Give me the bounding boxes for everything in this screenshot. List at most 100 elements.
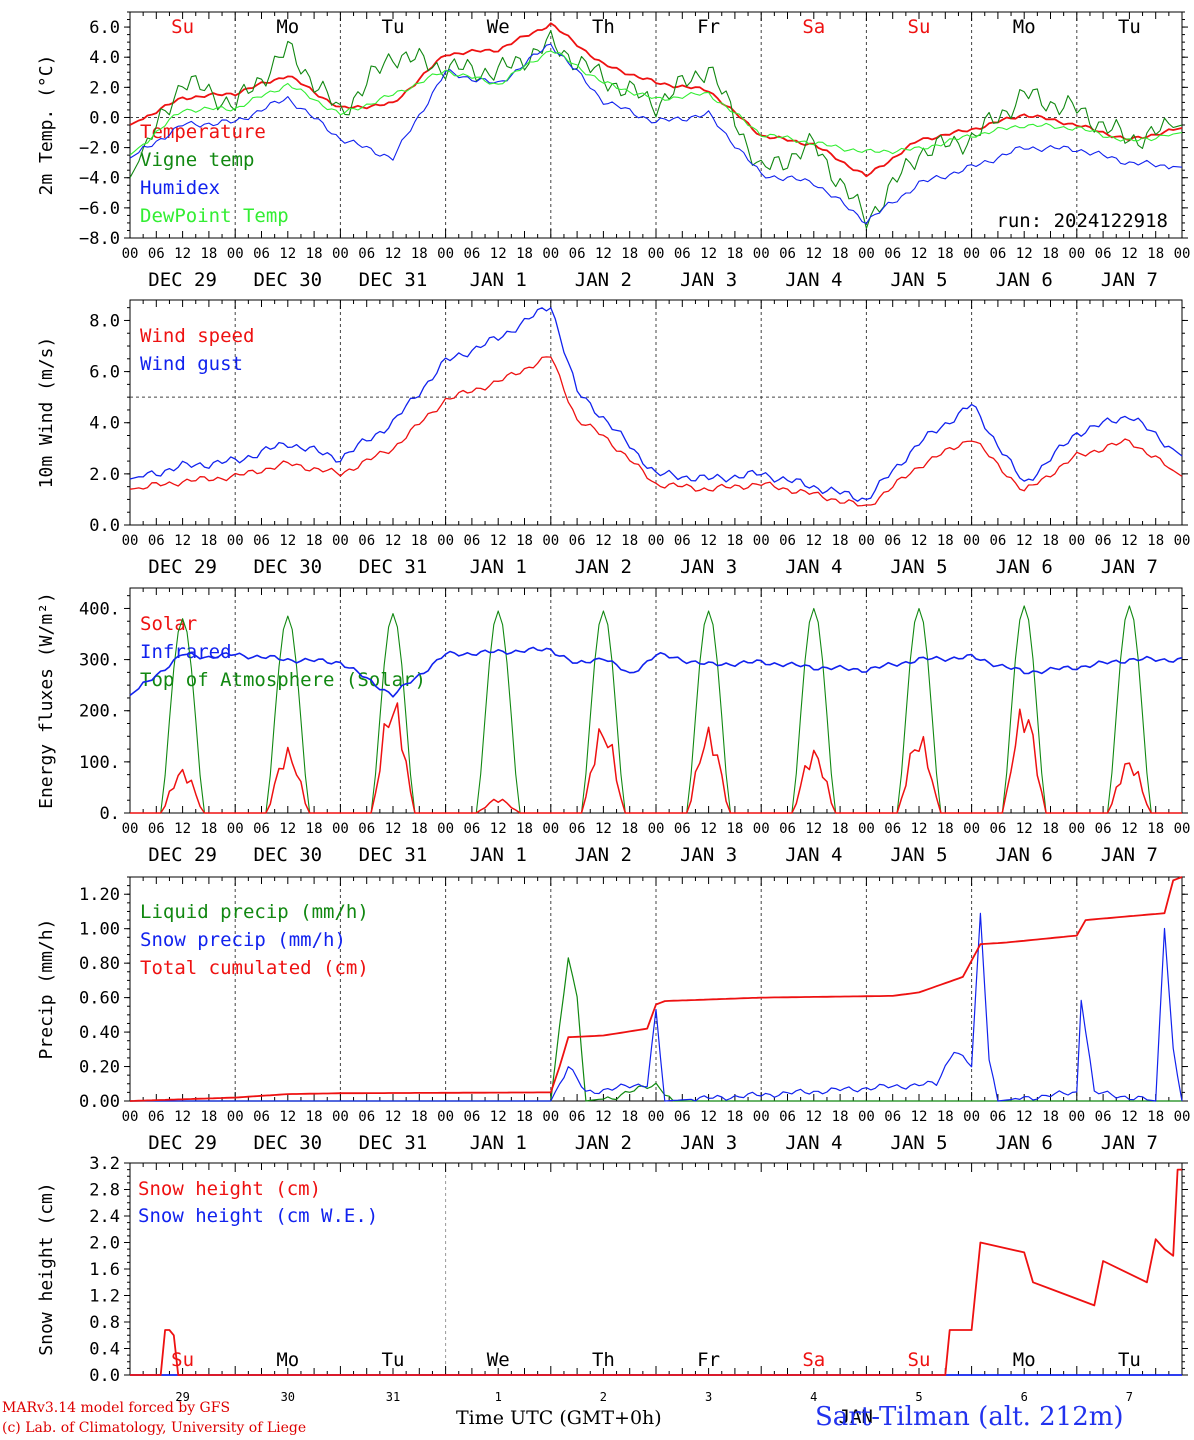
day-label: DEC 30	[253, 269, 322, 291]
hour-label: 06	[1095, 1109, 1112, 1125]
hour-label: 00	[227, 246, 244, 262]
weekday-label: Fr	[697, 16, 720, 38]
hour-label: 00	[753, 246, 770, 262]
hour-label: 12	[911, 821, 928, 837]
hour-label: 00	[332, 1109, 349, 1125]
hour-label: 06	[569, 246, 586, 262]
hour-label: 00	[858, 1109, 875, 1125]
series-line	[129, 50, 1183, 156]
infrared-line	[129, 646, 1183, 698]
hour-label: 00	[227, 821, 244, 837]
y-tick-label: 200.	[79, 702, 120, 722]
day-number-label: 7	[1126, 1390, 1133, 1404]
weekday-label: Su	[908, 1349, 931, 1371]
day-label: DEC 29	[148, 269, 217, 291]
day-label: JAN 2	[575, 1132, 632, 1154]
day-label: JAN 5	[890, 1132, 947, 1154]
weekday-label: Mo	[276, 16, 299, 38]
hour-label: 18	[200, 821, 217, 837]
hour-label: 06	[884, 1109, 901, 1125]
day-label: JAN 2	[575, 269, 632, 291]
y-axis-label: Snow height (cm)	[36, 1182, 57, 1355]
hour-label: 18	[621, 821, 638, 837]
y-tick-label: 1.6	[89, 1260, 120, 1280]
y-tick-label: −2.0	[79, 139, 120, 159]
lab-credit: (c) Lab. of Climatology, University of L…	[2, 1420, 307, 1436]
hour-label: 06	[1095, 533, 1112, 549]
hour-label: 18	[411, 246, 428, 262]
hour-label: 06	[884, 246, 901, 262]
hour-label: 12	[805, 246, 822, 262]
hour-label: 12	[700, 246, 717, 262]
hour-label: 00	[1174, 246, 1191, 262]
hour-label: 00	[963, 246, 980, 262]
day-label: JAN 6	[996, 844, 1053, 866]
hour-label: 12	[279, 821, 296, 837]
day-number-label: 6	[1021, 1390, 1028, 1404]
weekday-label: Su	[908, 16, 931, 38]
hour-label: 18	[411, 533, 428, 549]
hour-label: 12	[385, 246, 402, 262]
legend-entry: DewPoint Temp	[140, 205, 289, 227]
day-label: DEC 31	[359, 269, 428, 291]
day-label: DEC 29	[148, 844, 217, 866]
y-tick-label: 100.	[79, 753, 120, 773]
hour-label: 00	[542, 246, 559, 262]
hour-label: 18	[1147, 533, 1164, 549]
hour-label: 18	[726, 246, 743, 262]
day-label: JAN 4	[785, 1132, 842, 1154]
y-tick-label: 4.0	[89, 48, 120, 68]
hour-label: 12	[174, 821, 191, 837]
time-axis-title: Time UTC (GMT+0h)	[456, 1407, 662, 1429]
station-name: Sart-Tilman (alt. 212m)	[815, 1402, 1124, 1432]
hour-label: 00	[122, 246, 139, 262]
hour-label: 12	[490, 1109, 507, 1125]
hour-label: 18	[516, 246, 533, 262]
day-label: DEC 30	[253, 1132, 322, 1154]
day-label: JAN 1	[470, 1132, 527, 1154]
y-tick-label: 0.0	[89, 108, 120, 128]
legend-entry: Temperature	[140, 121, 266, 143]
hour-label: 00	[437, 246, 454, 262]
solar-line	[130, 702, 1182, 814]
month-label: JAN	[839, 1406, 873, 1428]
hour-label: 06	[148, 1109, 165, 1125]
hour-label: 00	[858, 821, 875, 837]
legend-entry: Wind speed	[140, 325, 254, 347]
hour-label: 00	[332, 821, 349, 837]
hour-label: 12	[700, 533, 717, 549]
hour-label: 12	[911, 1109, 928, 1125]
y-tick-label: 2.0	[89, 465, 120, 485]
hour-label: 06	[674, 246, 691, 262]
day-label: JAN 4	[785, 269, 842, 291]
hour-label: 06	[779, 246, 796, 262]
y-tick-label: 0.4	[89, 1340, 120, 1360]
hour-label: 18	[1147, 1109, 1164, 1125]
hour-label: 06	[358, 821, 375, 837]
hour-label: 18	[306, 821, 323, 837]
hour-label: 18	[411, 821, 428, 837]
legend-entry: Infrared	[140, 641, 232, 663]
weekday-label: Mo	[276, 1349, 299, 1371]
hour-label: 00	[542, 1109, 559, 1125]
y-tick-label: 0.	[100, 804, 120, 824]
legend-entry: Snow height (cm W.E.)	[138, 1205, 378, 1227]
hour-label: 06	[779, 821, 796, 837]
hour-label: 00	[1174, 533, 1191, 549]
day-label: JAN 3	[680, 844, 737, 866]
hour-label: 18	[726, 821, 743, 837]
legend-entry: Liquid precip (mm/h)	[140, 901, 369, 923]
weekday-label: Sa	[802, 16, 825, 38]
weekday-label: Th	[592, 1349, 615, 1371]
y-tick-label: 6.0	[89, 363, 120, 383]
y-tick-label: 300.	[79, 651, 120, 671]
hour-label: 12	[805, 1109, 822, 1125]
hour-label: 18	[937, 821, 954, 837]
hour-label: 00	[753, 821, 770, 837]
day-label: JAN 7	[1101, 269, 1158, 291]
hour-label: 00	[1174, 1109, 1191, 1125]
hour-label: 00	[648, 246, 665, 262]
hour-label: 06	[253, 246, 270, 262]
run-annotation: run: 2024122918	[996, 210, 1168, 232]
day-label: JAN 3	[680, 269, 737, 291]
